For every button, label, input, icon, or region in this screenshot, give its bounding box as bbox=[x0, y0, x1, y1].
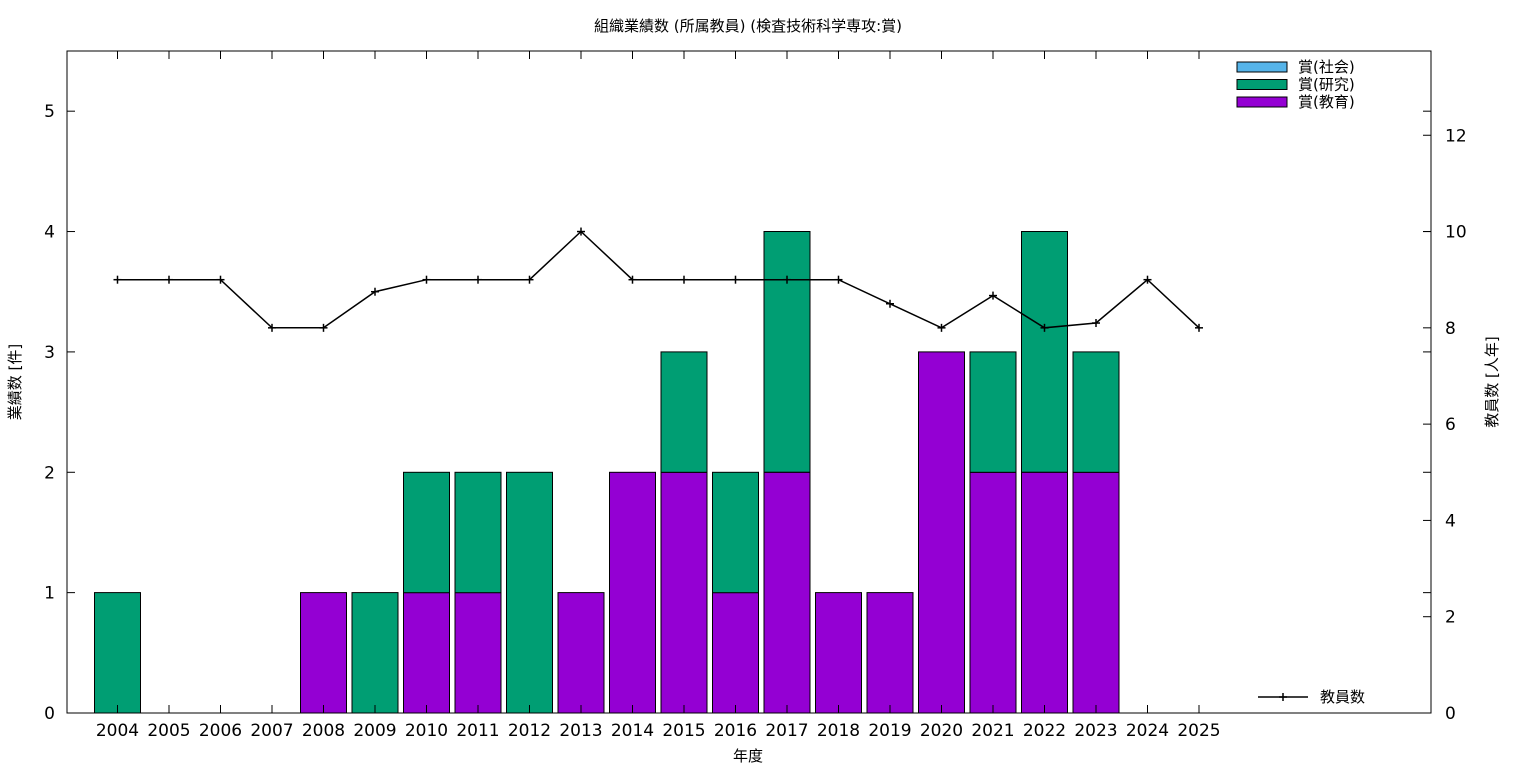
bar-2022-series-1 bbox=[1021, 231, 1068, 473]
staff-point-2008 bbox=[319, 323, 328, 332]
staff-point-2011 bbox=[474, 275, 482, 284]
staff-point-2016 bbox=[731, 275, 740, 284]
staff-point-2020 bbox=[937, 323, 946, 332]
y2-tick-label: 6 bbox=[1445, 415, 1456, 435]
y2-tick-label: 12 bbox=[1445, 126, 1467, 146]
x-tick-label: 2012 bbox=[508, 721, 551, 741]
x-tick-label: 2013 bbox=[559, 721, 602, 741]
x-tick-label: 2014 bbox=[611, 721, 654, 741]
x-tick-label: 2006 bbox=[199, 721, 242, 741]
x-tick-label: 2008 bbox=[302, 721, 345, 741]
staff-point-2012 bbox=[525, 275, 534, 284]
bar-2016-series-1 bbox=[712, 471, 759, 594]
staff-point-2019 bbox=[886, 299, 894, 308]
y2-tick-label: 4 bbox=[1445, 511, 1456, 531]
staff-point-2024 bbox=[1143, 275, 1152, 284]
legend-line-label: 教員数 bbox=[1320, 688, 1365, 706]
bar-2014-series-0 bbox=[609, 471, 656, 714]
bar-2010-series-1 bbox=[403, 471, 450, 594]
staff-point-2005 bbox=[165, 275, 173, 284]
legend-swatch-2 bbox=[1236, 61, 1288, 73]
legend: 賞(社会)賞(研究)賞(教育) 教員数 bbox=[1236, 58, 1365, 706]
y2-axis-label: 教員数 [人年] bbox=[1483, 336, 1501, 427]
legend-label-1: 賞(研究) bbox=[1298, 76, 1355, 94]
y-axis-label: 業績数 [件] bbox=[6, 344, 24, 420]
x-tick-label: 2007 bbox=[250, 721, 293, 741]
bar-2008-series-0 bbox=[300, 592, 347, 714]
bar-2019-series-0 bbox=[866, 592, 914, 714]
y2-tick-label: 10 bbox=[1445, 223, 1467, 243]
legend-label-0: 賞(教育) bbox=[1298, 93, 1355, 111]
staff-point-2004 bbox=[113, 275, 122, 284]
x-tick-label: 2023 bbox=[1074, 721, 1117, 741]
x-tick-label: 2004 bbox=[96, 721, 139, 741]
x-tick-label: 2022 bbox=[1023, 721, 1066, 741]
bar-2013-series-0 bbox=[557, 592, 605, 714]
legend-swatch-1 bbox=[1236, 79, 1288, 90]
x-tick-label: 2020 bbox=[920, 721, 963, 741]
bar-2011-series-1 bbox=[454, 471, 502, 594]
bar-2010-series-0 bbox=[403, 592, 450, 714]
staff-point-2018 bbox=[834, 275, 843, 284]
staff-point-2025 bbox=[1195, 323, 1203, 332]
bar-2004-series-1 bbox=[94, 592, 141, 714]
y2-tick-label: 8 bbox=[1445, 319, 1456, 339]
x-tick-label: 2016 bbox=[714, 721, 757, 741]
x-tick-label: 2021 bbox=[971, 721, 1014, 741]
staff-point-2023 bbox=[1092, 319, 1100, 328]
y2-tick-label: 2 bbox=[1445, 608, 1456, 628]
y2-tick-label: 0 bbox=[1445, 704, 1456, 724]
bar-2021-series-0 bbox=[969, 471, 1017, 714]
staff-point-2009 bbox=[371, 287, 379, 296]
staff-point-2015 bbox=[680, 275, 688, 284]
bar-2017-series-0 bbox=[763, 471, 811, 714]
y-tick-label: 5 bbox=[44, 102, 55, 122]
bar-2015-series-0 bbox=[660, 471, 708, 714]
staff-point-2022 bbox=[1040, 323, 1049, 332]
x-axis-label: 年度 bbox=[733, 747, 763, 765]
bar-2022-series-0 bbox=[1021, 471, 1068, 714]
bar-2009-series-1 bbox=[351, 592, 399, 714]
x-tick-label: 2024 bbox=[1126, 721, 1169, 741]
staff-point-2010 bbox=[422, 275, 431, 284]
bar-2016-series-0 bbox=[712, 592, 759, 714]
x-tick-label: 2015 bbox=[662, 721, 705, 741]
staff-point-2021 bbox=[989, 291, 997, 300]
bar-2021-series-1 bbox=[969, 351, 1017, 473]
plot-area bbox=[94, 227, 1203, 714]
legend-label-2: 賞(社会) bbox=[1298, 58, 1355, 76]
plot-frame bbox=[66, 50, 1432, 714]
bar-2017-series-1 bbox=[763, 231, 811, 473]
staff-point-2017 bbox=[783, 275, 791, 284]
legend-swatch-0 bbox=[1236, 96, 1288, 108]
staff-point-2014 bbox=[628, 275, 637, 284]
bar-2012-series-1 bbox=[506, 471, 553, 714]
x-tick-label: 2005 bbox=[147, 721, 190, 741]
y-tick-label: 2 bbox=[44, 463, 55, 483]
x-tick-label: 2018 bbox=[817, 721, 860, 741]
bar-2020-series-0 bbox=[918, 351, 965, 714]
x-tick-label: 2010 bbox=[405, 721, 448, 741]
bar-2023-series-1 bbox=[1072, 351, 1120, 473]
y-tick-label: 3 bbox=[44, 343, 55, 363]
staff-point-2006 bbox=[216, 275, 225, 284]
x-tick-label: 2019 bbox=[868, 721, 911, 741]
x-tick-label: 2009 bbox=[353, 721, 396, 741]
chart-title: 組織業績数 (所属教員) (検査技術科学専攻:賞) bbox=[594, 17, 902, 35]
staff-point-2007 bbox=[268, 323, 276, 332]
x-tick-label: 2025 bbox=[1177, 721, 1220, 741]
staff-count-line bbox=[117, 230, 1200, 329]
y-tick-label: 4 bbox=[44, 223, 55, 243]
staff-point-2013 bbox=[577, 227, 585, 236]
bar-2023-series-0 bbox=[1072, 471, 1120, 714]
y-tick-label: 1 bbox=[44, 584, 55, 604]
bar-2015-series-1 bbox=[660, 351, 708, 473]
y-tick-label: 0 bbox=[44, 704, 55, 724]
x-tick-label: 2011 bbox=[456, 721, 499, 741]
bar-2011-series-0 bbox=[454, 592, 502, 714]
x-tick-label: 2017 bbox=[765, 721, 808, 741]
bar-2018-series-0 bbox=[815, 592, 862, 714]
